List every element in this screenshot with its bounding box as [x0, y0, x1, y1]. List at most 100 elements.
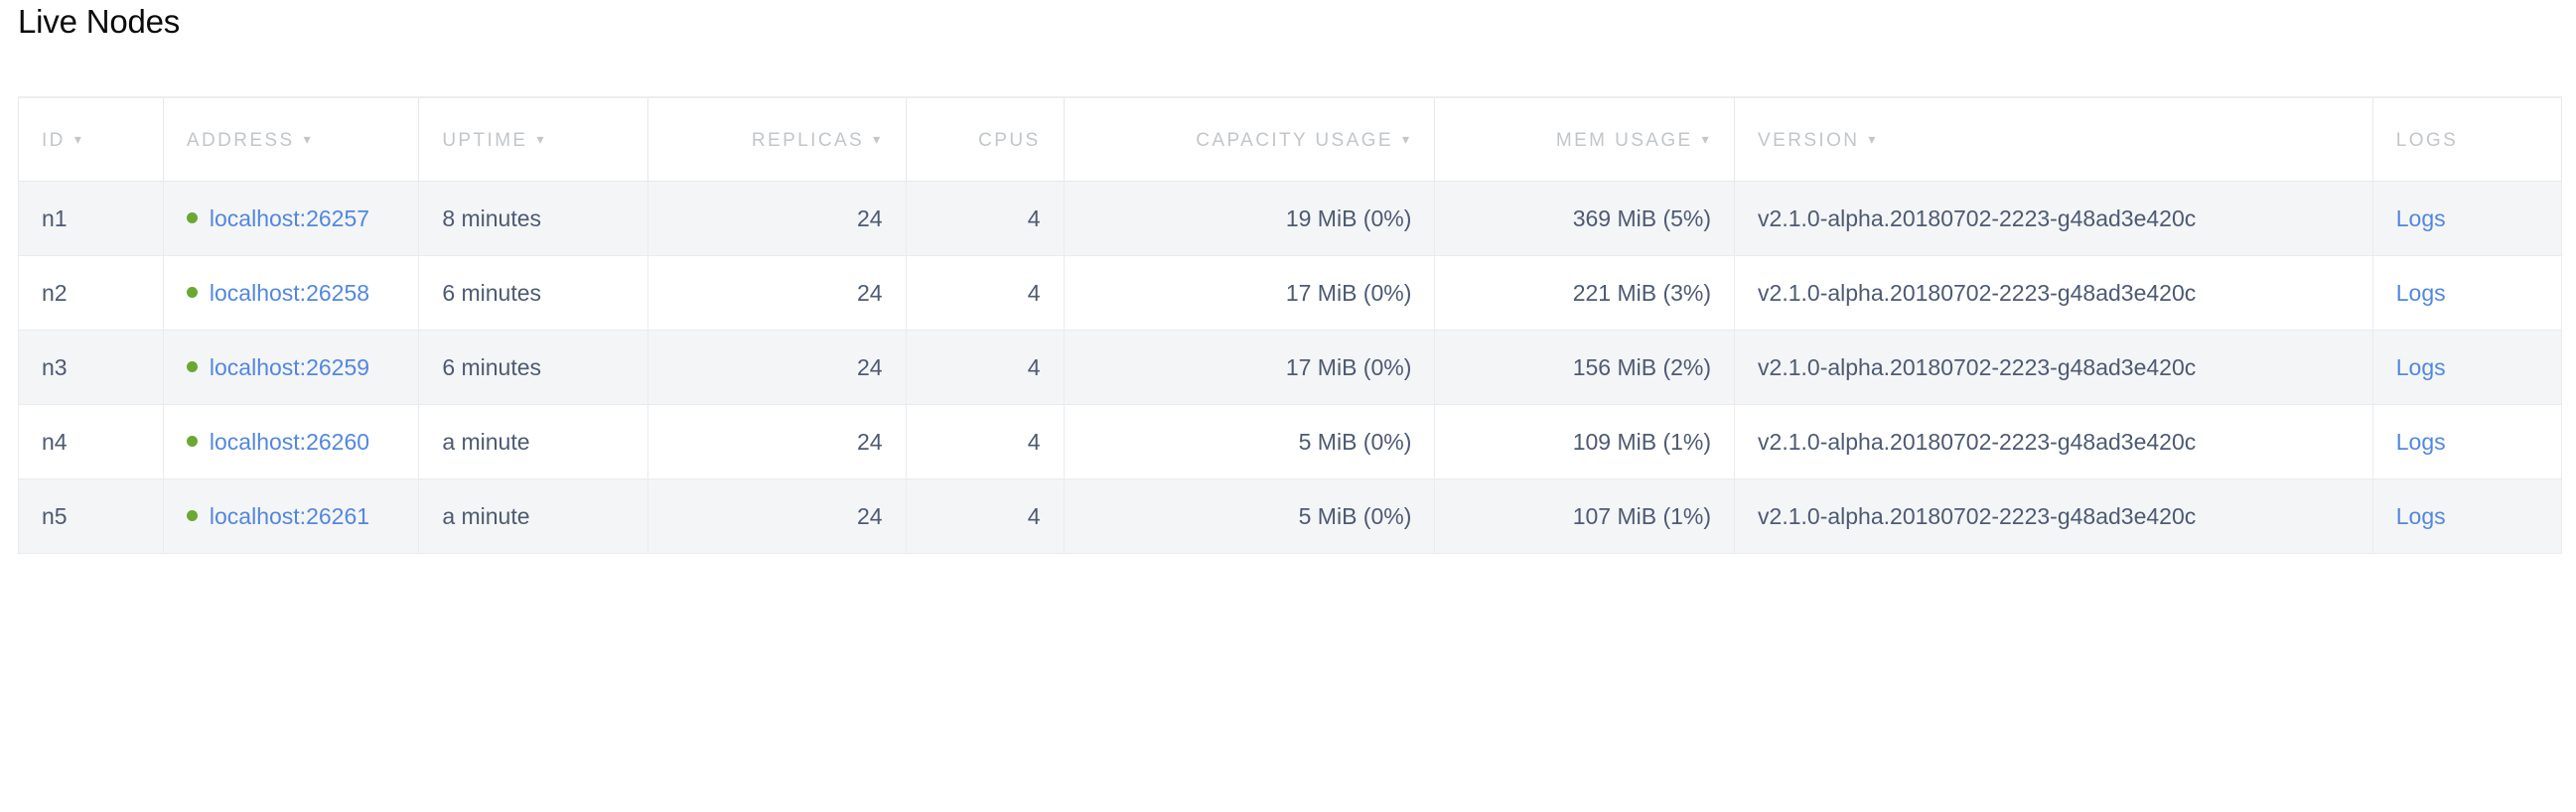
cell-version: v2.1.0-alpha.20180702-2223-g48ad3e420c — [1734, 181, 2373, 256]
cell-uptime: a minute — [418, 478, 649, 554]
cell-value-mem: 369 MiB (5%) — [1572, 204, 1712, 231]
cell-cpus: 4 — [906, 330, 1065, 405]
column-header-version[interactable]: VERSION ▾ — [1734, 96, 2373, 182]
column-header-replicas[interactable]: REPLICAS ▾ — [647, 96, 907, 182]
cell-mem: 369 MiB (5%) — [1434, 181, 1736, 256]
column-header-uptime[interactable]: UPTIME ▾ — [418, 96, 649, 182]
live-nodes-table-container: ID ▾ ADDRESS ▾ UPTIME ▾ REPLICAS ▾ CPUS CAPACITY … — [18, 96, 2563, 554]
table-row: n5 localhost:26261 a minute 24 4 5 MiB (0%) 10… — [18, 478, 2563, 554]
column-header-label: CPUS — [978, 130, 1041, 152]
cell-mem: 156 MiB (2%) — [1434, 330, 1736, 405]
node-address-link[interactable]: localhost:26260 — [209, 428, 370, 455]
cell-replicas: 24 — [647, 330, 907, 405]
cell-uptime: a minute — [418, 404, 649, 479]
cell-id: n3 — [18, 330, 164, 405]
cell-value-id: n5 — [42, 502, 68, 529]
column-header-label: ADDRESS — [186, 130, 295, 152]
cell-value-id: n4 — [42, 428, 68, 455]
cell-logs: Logs — [2372, 404, 2563, 479]
cell-value-version: v2.1.0-alpha.20180702-2223-g48ad3e420c — [1758, 502, 2197, 529]
cell-logs: Logs — [2372, 478, 2563, 554]
sort-chevron-down-icon[interactable]: ▾ — [1868, 131, 1878, 148]
live-nodes-table: ID ▾ ADDRESS ▾ UPTIME ▾ REPLICAS ▾ CPUS CAPACITY … — [18, 96, 2563, 554]
sort-chevron-down-icon[interactable]: ▾ — [1401, 131, 1412, 148]
cell-logs: Logs — [2372, 181, 2563, 256]
cell-value-id: n2 — [42, 279, 68, 306]
cell-address: localhost:26257 — [163, 181, 420, 256]
cell-cpus: 4 — [906, 404, 1065, 479]
column-header-mem[interactable]: MEM USAGE ▾ — [1434, 96, 1736, 182]
cell-value-uptime: 8 minutes — [442, 204, 542, 231]
column-header-label: REPLICAS — [751, 130, 865, 152]
node-status-dot-icon — [186, 211, 198, 223]
node-address-link[interactable]: localhost:26257 — [209, 204, 370, 231]
cell-value-replicas: 24 — [856, 279, 883, 306]
cell-uptime: 6 minutes — [418, 255, 649, 331]
cell-mem: 107 MiB (1%) — [1434, 478, 1736, 554]
sort-chevron-down-icon[interactable]: ▾ — [73, 131, 84, 148]
cell-mem: 221 MiB (3%) — [1434, 255, 1736, 331]
table-row: n2 localhost:26258 6 minutes 24 4 17 MiB (0%)… — [18, 255, 2563, 331]
column-header-address[interactable]: ADDRESS ▾ — [163, 96, 420, 182]
cell-capacity: 5 MiB (0%) — [1064, 404, 1436, 479]
table-row: n4 localhost:26260 a minute 24 4 5 MiB (0%) 10… — [18, 404, 2563, 479]
table-row: n3 localhost:26259 6 minutes 24 4 17 MiB (0%)… — [18, 330, 2563, 405]
cell-logs: Logs — [2372, 330, 2563, 405]
cell-value-replicas: 24 — [856, 204, 883, 231]
column-header-cpus: CPUS — [906, 96, 1065, 182]
cell-address: localhost:26258 — [163, 255, 420, 331]
cell-replicas: 24 — [647, 404, 907, 479]
column-header-id[interactable]: ID ▾ — [18, 96, 164, 182]
cell-value-uptime: a minute — [442, 502, 530, 529]
cell-value-replicas: 24 — [856, 428, 883, 455]
logs-link[interactable]: Logs — [2395, 502, 2446, 529]
cell-cpus: 4 — [906, 478, 1065, 554]
cell-capacity: 5 MiB (0%) — [1064, 478, 1436, 554]
node-address-link[interactable]: localhost:26258 — [209, 279, 370, 306]
logs-link[interactable]: Logs — [2395, 353, 2446, 380]
cell-capacity: 17 MiB (0%) — [1064, 255, 1436, 331]
column-header-label: ID — [42, 130, 66, 152]
cell-value-mem: 221 MiB (3%) — [1572, 279, 1712, 306]
cell-address: localhost:26259 — [163, 330, 420, 405]
cell-value-capacity: 17 MiB (0%) — [1285, 353, 1412, 380]
column-header-label: MEM USAGE — [1555, 130, 1693, 152]
cell-id: n1 — [18, 181, 164, 256]
sort-chevron-down-icon[interactable]: ▾ — [536, 131, 546, 148]
cell-value-cpus: 4 — [1027, 279, 1041, 306]
logs-link[interactable]: Logs — [2395, 204, 2446, 231]
cell-mem: 109 MiB (1%) — [1434, 404, 1736, 479]
cell-value-version: v2.1.0-alpha.20180702-2223-g48ad3e420c — [1758, 353, 2197, 380]
node-status-dot-icon — [186, 360, 198, 372]
cell-cpus: 4 — [906, 181, 1065, 256]
cell-value-version: v2.1.0-alpha.20180702-2223-g48ad3e420c — [1758, 428, 2197, 455]
column-header-capacity[interactable]: CAPACITY USAGE ▾ — [1064, 96, 1436, 182]
logs-link[interactable]: Logs — [2395, 428, 2446, 455]
node-address-link[interactable]: localhost:26261 — [209, 502, 370, 529]
cell-value-uptime: a minute — [442, 428, 530, 455]
node-address-link[interactable]: localhost:26259 — [209, 353, 370, 380]
node-status-dot-icon — [186, 286, 198, 298]
cell-replicas: 24 — [647, 181, 907, 256]
node-status-dot-icon — [186, 435, 198, 447]
sort-chevron-down-icon[interactable]: ▾ — [873, 131, 883, 148]
cell-id: n5 — [18, 478, 164, 554]
cell-logs: Logs — [2372, 255, 2563, 331]
sort-chevron-down-icon[interactable]: ▾ — [1701, 131, 1712, 148]
cell-value-cpus: 4 — [1027, 428, 1041, 455]
cell-version: v2.1.0-alpha.20180702-2223-g48ad3e420c — [1734, 330, 2373, 405]
logs-link[interactable]: Logs — [2395, 279, 2446, 306]
cell-version: v2.1.0-alpha.20180702-2223-g48ad3e420c — [1734, 255, 2373, 331]
cell-value-replicas: 24 — [856, 353, 883, 380]
cell-address: localhost:26260 — [163, 404, 420, 479]
cell-value-replicas: 24 — [856, 502, 883, 529]
sort-chevron-down-icon[interactable]: ▾ — [303, 131, 313, 148]
column-header-logs: LOGS — [2372, 96, 2563, 182]
cell-uptime: 8 minutes — [418, 181, 649, 256]
table-row: n1 localhost:26257 8 minutes 24 4 19 MiB (0%)… — [18, 181, 2563, 256]
cell-value-id: n1 — [42, 204, 68, 231]
cell-value-mem: 109 MiB (1%) — [1572, 428, 1712, 455]
cell-uptime: 6 minutes — [418, 330, 649, 405]
cell-id: n4 — [18, 404, 164, 479]
column-header-label: VERSION — [1758, 130, 1860, 152]
